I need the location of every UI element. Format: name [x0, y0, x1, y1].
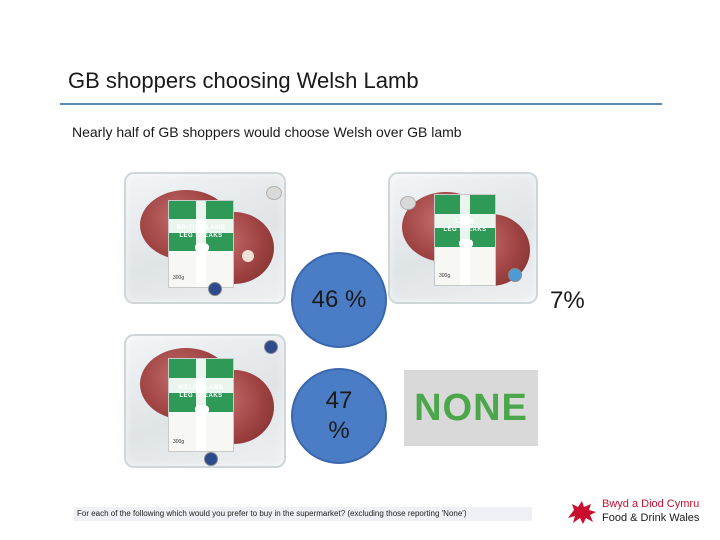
logo-welsh-text: Bwyd a Diod Cymru — [602, 498, 700, 510]
pack-label-line1: BRITISH LAMB — [176, 225, 226, 231]
slide-title: GB shoppers choosing Welsh Lamb — [68, 68, 419, 93]
percentage-bubble-welsh: 47 % — [291, 368, 387, 464]
pack-label: WELSH LAMB LEG STEAKS 300g — [168, 358, 234, 452]
pack-label: BRITISH LAMB LEG STEAKS 300g — [168, 200, 234, 288]
none-option-label: NONE — [414, 386, 528, 429]
pack-weight: 300g — [173, 275, 185, 281]
product-pack-lamb: LAMB LEG STEAKS 300g — [388, 172, 538, 304]
welsh-dragon-icon — [568, 501, 596, 524]
pack-label-line1: WELSH LAMB — [178, 385, 224, 391]
pack-label-line2: LEG STEAKS — [179, 233, 223, 239]
pack-label: LAMB LEG STEAKS 300g — [434, 194, 496, 286]
pack-label-line2: LEG STEAKS — [443, 227, 487, 233]
quality-roundel-icon — [508, 268, 522, 282]
percentage-bubble-lamb: 46 % — [291, 252, 387, 348]
none-option-box: NONE — [404, 370, 538, 446]
percentage-none: 7% — [550, 287, 585, 314]
brand-logo-icon — [400, 196, 416, 210]
sheep-icon — [195, 405, 209, 414]
title-divider — [60, 103, 662, 105]
pgi-roundel-icon — [204, 452, 218, 466]
pack-weight: 300g — [439, 273, 451, 279]
survey-question-footnote: For each of the following which would yo… — [74, 507, 532, 521]
pack-label-line1: LAMB — [455, 219, 475, 225]
sheep-icon — [195, 243, 209, 252]
product-pack-welsh-lamb: WELSH LAMB LEG STEAKS 300g — [124, 334, 286, 468]
quality-roundel-icon — [208, 282, 222, 296]
slide-subtitle: Nearly half of GB shoppers would choose … — [72, 124, 462, 140]
brand-logo-icon — [266, 186, 282, 200]
pack-weight: 300g — [173, 439, 185, 445]
product-pack-british-lamb: BRITISH LAMB LEG STEAKS 300g — [124, 172, 286, 304]
food-drink-wales-logo: Bwyd a Diod Cymru Food & Drink Wales — [566, 496, 706, 530]
logo-english-text: Food & Drink Wales — [602, 512, 700, 524]
sheep-icon — [459, 239, 473, 248]
pack-label-line2: LEG STEAKS — [179, 393, 223, 399]
pgi-roundel-icon — [264, 340, 278, 354]
